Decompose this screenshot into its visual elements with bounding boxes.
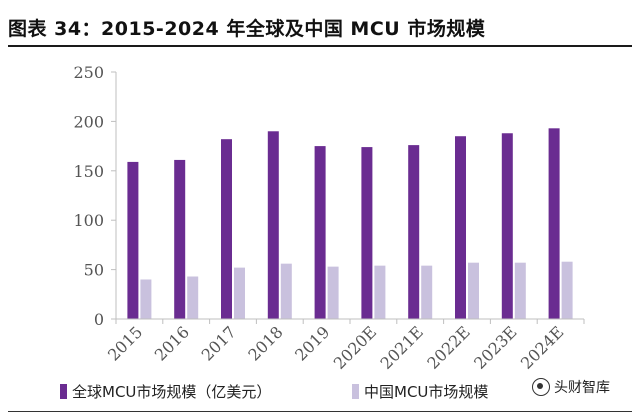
- y-tick-label: 150: [73, 162, 104, 181]
- legend-label-china: 中国MCU市场规模: [364, 383, 488, 401]
- bar-china-2019: [327, 266, 339, 319]
- y-axis: 0 50 100 150 200 250: [73, 63, 117, 329]
- title-underline: [8, 45, 632, 47]
- y-tick-label: 100: [73, 211, 104, 230]
- bar-china-2024E: [561, 261, 573, 319]
- y-tick-label: 250: [73, 63, 104, 82]
- x-tick-label: 2015: [104, 322, 146, 364]
- bar-global-2023E: [501, 133, 513, 319]
- y-tick-label: 200: [73, 112, 104, 131]
- bar-china-2016: [187, 276, 199, 319]
- x-tick-label: 2024E: [517, 322, 567, 372]
- x-tick-label: 2022E: [423, 322, 473, 372]
- bar-china-2017: [234, 267, 245, 319]
- wechat-icon: [532, 378, 550, 396]
- x-tick-label: 2019: [291, 322, 333, 364]
- bar-global-2017: [221, 139, 232, 319]
- bar-global-2018: [267, 131, 279, 319]
- watermark: 头财智库: [528, 376, 614, 398]
- x-tick-label: 2023E: [470, 322, 520, 372]
- x-tick-label: 2017: [198, 322, 240, 364]
- x-tick-label: 2021E: [377, 322, 427, 372]
- chart-title: 图表 34：2015-2024 年全球及中国 MCU 市场规模: [8, 18, 486, 40]
- bar-global-2020E: [361, 147, 373, 319]
- legend: 全球MCU市场规模（亿美元） 中国MCU市场规模: [60, 383, 488, 401]
- bar-global-2024E: [548, 128, 560, 319]
- bar-global-2021E: [408, 145, 420, 319]
- legend-label-global: 全球MCU市场规模（亿美元）: [72, 383, 271, 401]
- bar-china-2023E: [514, 262, 526, 319]
- y-tick-label: 50: [84, 261, 104, 280]
- bar-global-2022E: [455, 136, 466, 319]
- x-tick-label: 2018: [244, 322, 286, 364]
- bar-global-2016: [174, 159, 186, 319]
- y-tick-label: 0: [94, 310, 104, 329]
- bar-china-2022E: [468, 262, 479, 319]
- legend-swatch-china: [352, 384, 359, 399]
- bar-global-2015: [127, 161, 139, 319]
- watermark-text: 头财智库: [554, 380, 610, 396]
- legend-swatch-global: [60, 384, 67, 399]
- bar-global-2019: [314, 146, 326, 319]
- bottom-rule: [8, 411, 632, 412]
- bars: [127, 128, 573, 319]
- bar-china-2020E: [374, 265, 386, 319]
- x-tick-label: 2016: [151, 322, 193, 364]
- x-tick-label: 2020E: [330, 322, 380, 372]
- x-axis: 2015 2016 2017 2018 20192020E2021E2022E2023E…: [104, 318, 585, 373]
- bar-china-2015: [140, 279, 152, 319]
- bar-china-2018: [280, 263, 292, 319]
- bar-china-2021E: [421, 265, 433, 319]
